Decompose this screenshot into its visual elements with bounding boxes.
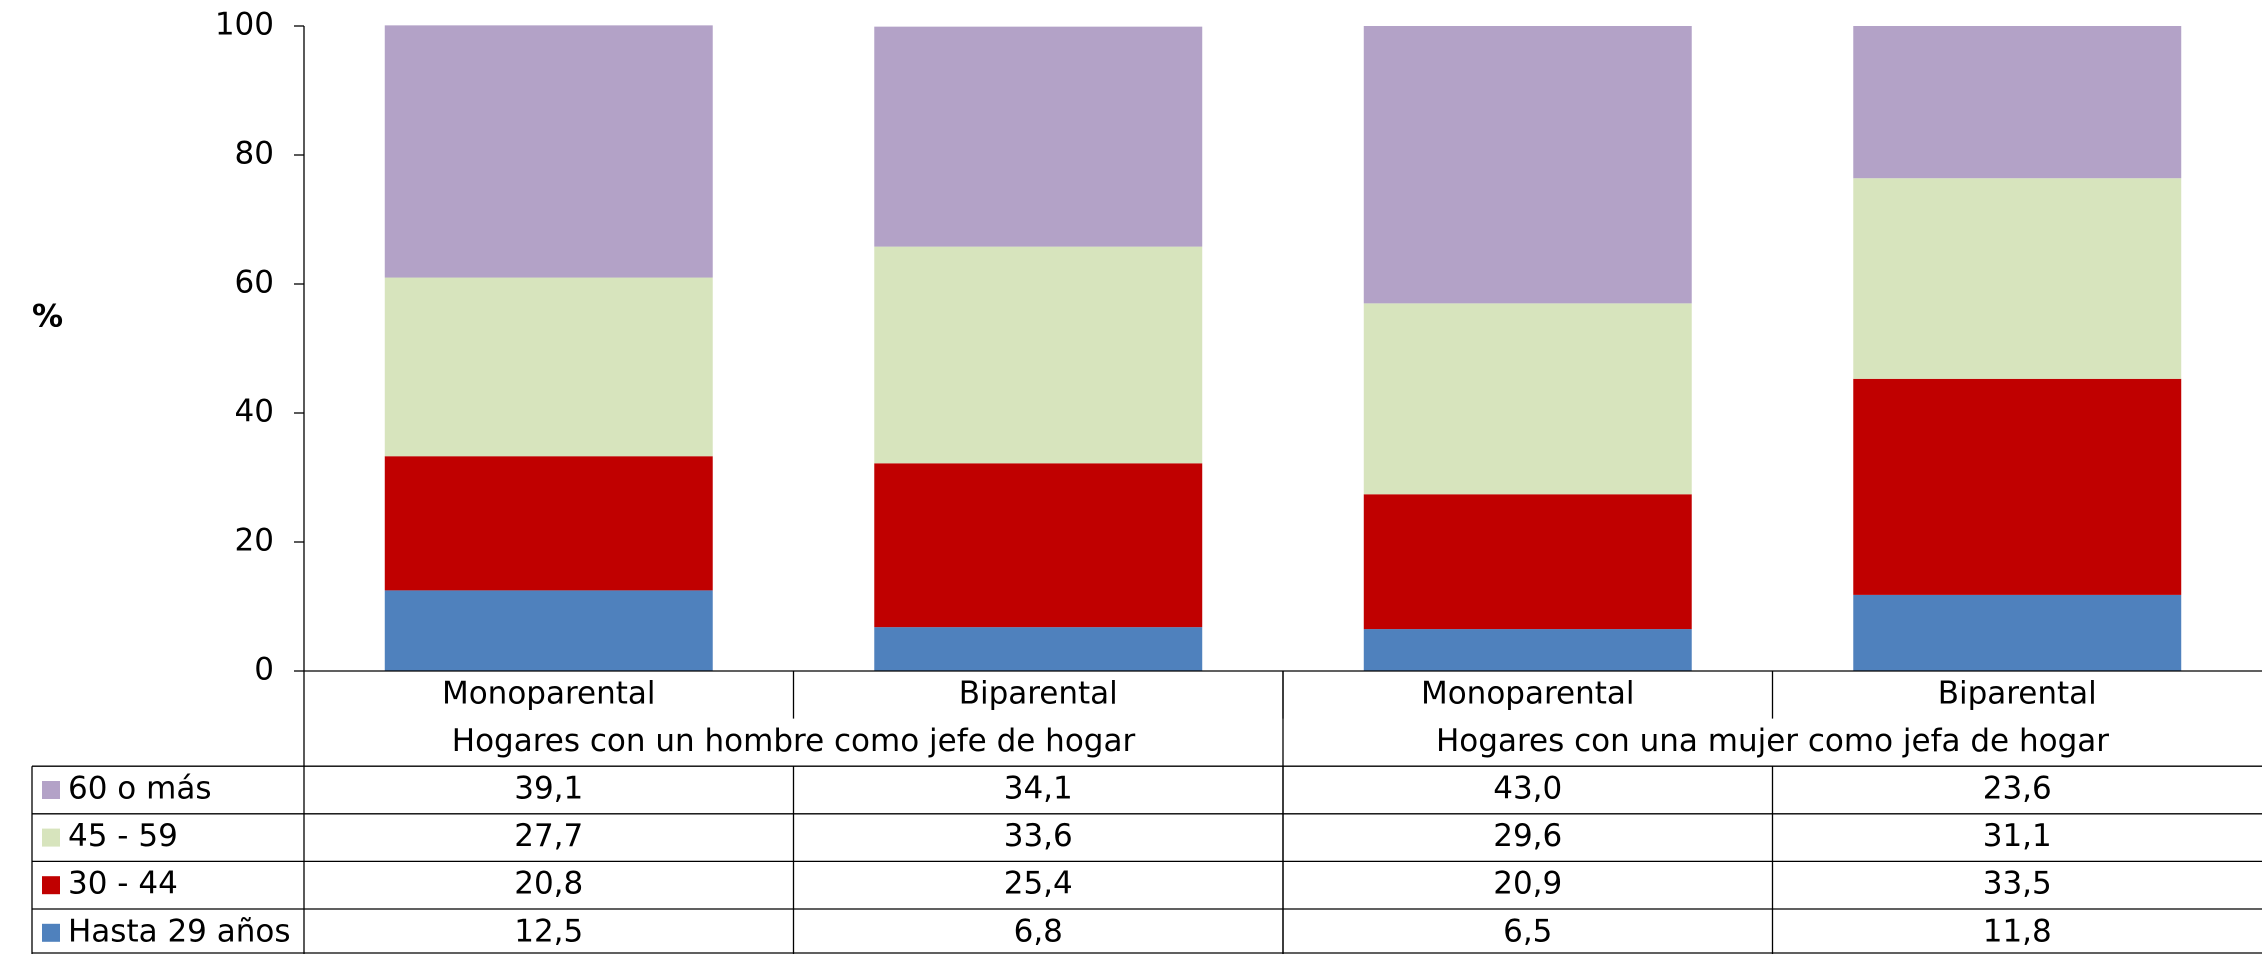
bar-segment [874,26,1203,247]
data-label: 25,4 [1004,866,1073,902]
data-label: 23,6 [1983,771,2052,807]
data-label: 33,5 [1983,866,2052,902]
y-tick-label: 40 [235,394,274,430]
data-label: 12,5 [514,913,583,949]
legend-swatch [42,876,60,895]
y-axis-label: % [32,299,63,335]
legend-label: 45 - 59 [68,818,178,854]
data-label: 34,1 [1004,771,1073,807]
x-tick-label: Biparental [959,675,1118,711]
bar-segment [1853,26,2182,179]
y-tick-label: 0 [254,652,274,688]
data-label: 29,6 [1493,818,1562,854]
bar-segment [1363,629,1692,671]
bar-segment [1363,494,1692,630]
bar-segment [874,463,1203,628]
group-label: Hogares con un hombre como jefe de hogar [452,723,1136,759]
y-tick-label: 20 [235,523,274,559]
y-tick-label: 80 [235,136,274,172]
bar-segment [384,25,713,278]
bar-segment [1363,26,1692,304]
bar-segment [1853,178,2182,379]
y-tick-label: 100 [215,7,274,43]
legend-swatch [42,781,60,799]
x-tick-label: Monoparental [1421,675,1635,711]
bar-segment [874,246,1203,464]
bar-segment [874,627,1203,671]
data-label: 27,7 [514,818,583,854]
data-label: 43,0 [1493,771,1562,807]
data-label: 20,8 [514,866,583,902]
y-tick-label: 60 [235,265,274,301]
bar-segment [384,277,713,457]
legend-swatch [42,828,60,847]
bar-segment [1853,378,2182,595]
data-label: 33,6 [1004,818,1073,854]
legend-label: 60 o más [68,771,211,807]
legend-label: 30 - 44 [68,866,178,902]
bar-segment [384,456,713,591]
x-tick-label: Monoparental [442,675,656,711]
data-label: 6,5 [1503,913,1552,949]
data-label: 20,9 [1493,866,1562,902]
legend-label: Hasta 29 años [68,913,291,949]
bar-segment [384,590,713,671]
x-tick-label: Biparental [1938,675,2097,711]
data-label: 39,1 [514,771,583,807]
legend-swatch [42,923,60,942]
data-label: 6,8 [1014,913,1063,949]
group-label: Hogares con una mujer como jefa de hogar [1436,723,2109,759]
data-label: 31,1 [1983,818,2052,854]
data-label: 11,8 [1983,913,2052,949]
bar-segment [1363,303,1692,495]
bar-segment [1853,594,2182,671]
